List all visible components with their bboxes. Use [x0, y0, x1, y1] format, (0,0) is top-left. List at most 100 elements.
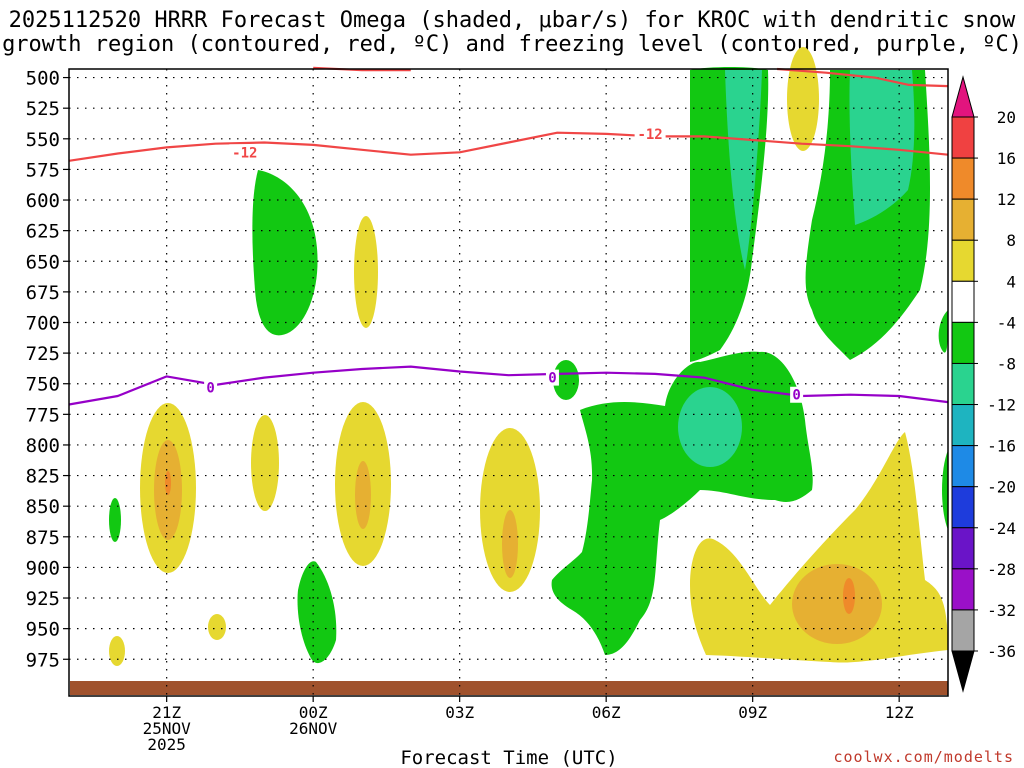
pressure-tick-label: 750	[26, 374, 60, 396]
pressure-tick-label: 825	[26, 466, 60, 488]
colorbar-label: -24	[987, 519, 1016, 538]
colorbar-label: -20	[987, 478, 1016, 497]
time-tick-label: 21Z	[152, 703, 181, 722]
colorbar-label: 8	[1006, 231, 1016, 250]
colorbar-label: -4	[997, 313, 1016, 332]
colorbar-label: -32	[987, 601, 1016, 620]
omega-core	[355, 461, 371, 529]
pressure-tick-label: 800	[26, 435, 60, 457]
omega-core	[502, 510, 518, 578]
omega-core	[354, 216, 378, 328]
omega-core	[725, 70, 762, 270]
contour-label: 0	[792, 388, 800, 404]
colorbar-label: 20	[997, 108, 1016, 127]
omega-core	[843, 578, 855, 614]
omega-core	[252, 170, 318, 336]
colorbar-bin	[951, 404, 975, 447]
contour-label: 0	[548, 371, 556, 387]
time-tick-label: 03Z	[445, 703, 474, 722]
contour-label: -12	[232, 145, 257, 161]
colorbar-bin	[951, 362, 975, 406]
pressure-tick-label: 625	[26, 221, 60, 243]
colorbar-label: 12	[997, 190, 1016, 209]
contour-label-background	[634, 125, 666, 142]
omega-core	[938, 310, 948, 353]
contour-label-background	[790, 386, 804, 403]
plot-frame	[68, 68, 949, 697]
colorbar-bin	[951, 198, 975, 241]
contour-label: -12	[637, 127, 662, 143]
omega-core	[792, 564, 882, 644]
pressure-tick-label: 525	[26, 98, 60, 120]
pressure-tick-label: 975	[26, 649, 60, 671]
pressure-tick-label: 850	[26, 496, 60, 518]
colorbar-bin	[951, 568, 975, 611]
contour-label-background	[545, 369, 559, 386]
omega-core	[165, 471, 171, 495]
chart-title-line-1: 2025112520 HRRR Forecast Omega (shaded, …	[8, 8, 1016, 33]
contour-line	[68, 131, 949, 162]
colorbar-label: -8	[997, 354, 1016, 373]
pressure-tick-label: 675	[26, 282, 60, 304]
omega-core	[690, 432, 948, 663]
pressure-tick-label: 875	[26, 527, 60, 549]
contour-label-background	[229, 144, 261, 161]
temperature-contours: -12 -12 0 0 0	[68, 66, 949, 406]
colorbar-bin	[951, 321, 975, 364]
colorbar-label: -12	[987, 396, 1016, 415]
contour-line	[777, 67, 949, 88]
omega-core	[678, 387, 742, 467]
omega-core	[297, 561, 337, 664]
time-tick-label: 00Z	[299, 703, 328, 722]
time-tick-label: 12Z	[885, 703, 914, 722]
pressure-tick-label: 575	[26, 159, 60, 181]
colorbar-bottom-arrow	[951, 650, 975, 693]
omega-core	[942, 450, 948, 530]
colorbar-label: 4	[1006, 272, 1016, 291]
contour-line	[68, 365, 949, 406]
time-tick-label: 09Z	[738, 703, 767, 722]
pressure-tick-label: 775	[26, 404, 60, 426]
colorbar-label: -36	[987, 642, 1016, 661]
pressure-tick-label: 550	[26, 129, 60, 151]
x-axis-label: Forecast Time (UTC)	[400, 747, 617, 768]
time-tick-label: 06Z	[592, 703, 621, 722]
pressure-tick-label: 950	[26, 619, 60, 641]
colorbar-label: -28	[987, 560, 1016, 579]
contour-label-background	[204, 379, 218, 396]
colorbar-top-arrow	[951, 75, 975, 118]
omega-core	[553, 360, 579, 400]
time-tick-label: 25NOV	[143, 719, 192, 738]
pressure-tick-label: 650	[26, 251, 60, 273]
omega-core	[208, 614, 226, 640]
pressure-axis: 500 525 550 575 600 625 650 675 700 725 750 775 800 8…	[26, 68, 69, 671]
pressure-tick-label: 500	[26, 68, 60, 90]
omega-core	[787, 47, 819, 151]
colorbar-bin	[951, 239, 975, 282]
colorbar-label: -16	[987, 437, 1016, 456]
ground-surface	[70, 681, 948, 695]
chart-title-line-2: growth region (contoured, red, ºC) and f…	[2, 32, 1022, 57]
colorbar-bin	[951, 116, 975, 159]
pressure-tick-label: 700	[26, 312, 60, 334]
omega-core	[251, 415, 279, 511]
colorbar-label: 16	[997, 149, 1016, 168]
pressure-tick-label: 600	[26, 190, 60, 212]
time-tick-label: 2025	[147, 735, 186, 754]
colorbar-bin	[951, 280, 975, 323]
colorbar-bin	[951, 157, 975, 200]
omega-colorbar: 20 16 12 8 4 -4 -8 -12 -16 -20 -24 -28 -32 -36	[951, 75, 1016, 693]
contour-label: 0	[206, 380, 214, 396]
omega-shading	[109, 47, 948, 666]
omega-core	[109, 498, 121, 542]
pressure-tick-label: 725	[26, 343, 60, 365]
colorbar-bin	[951, 527, 975, 570]
omega-core	[109, 636, 125, 666]
colorbar-bin	[951, 445, 975, 488]
pressure-tick-label: 925	[26, 588, 60, 610]
colorbar-bin	[951, 486, 975, 529]
time-tick-label: 26NOV	[289, 719, 338, 738]
chart-gridlines	[69, 69, 948, 696]
